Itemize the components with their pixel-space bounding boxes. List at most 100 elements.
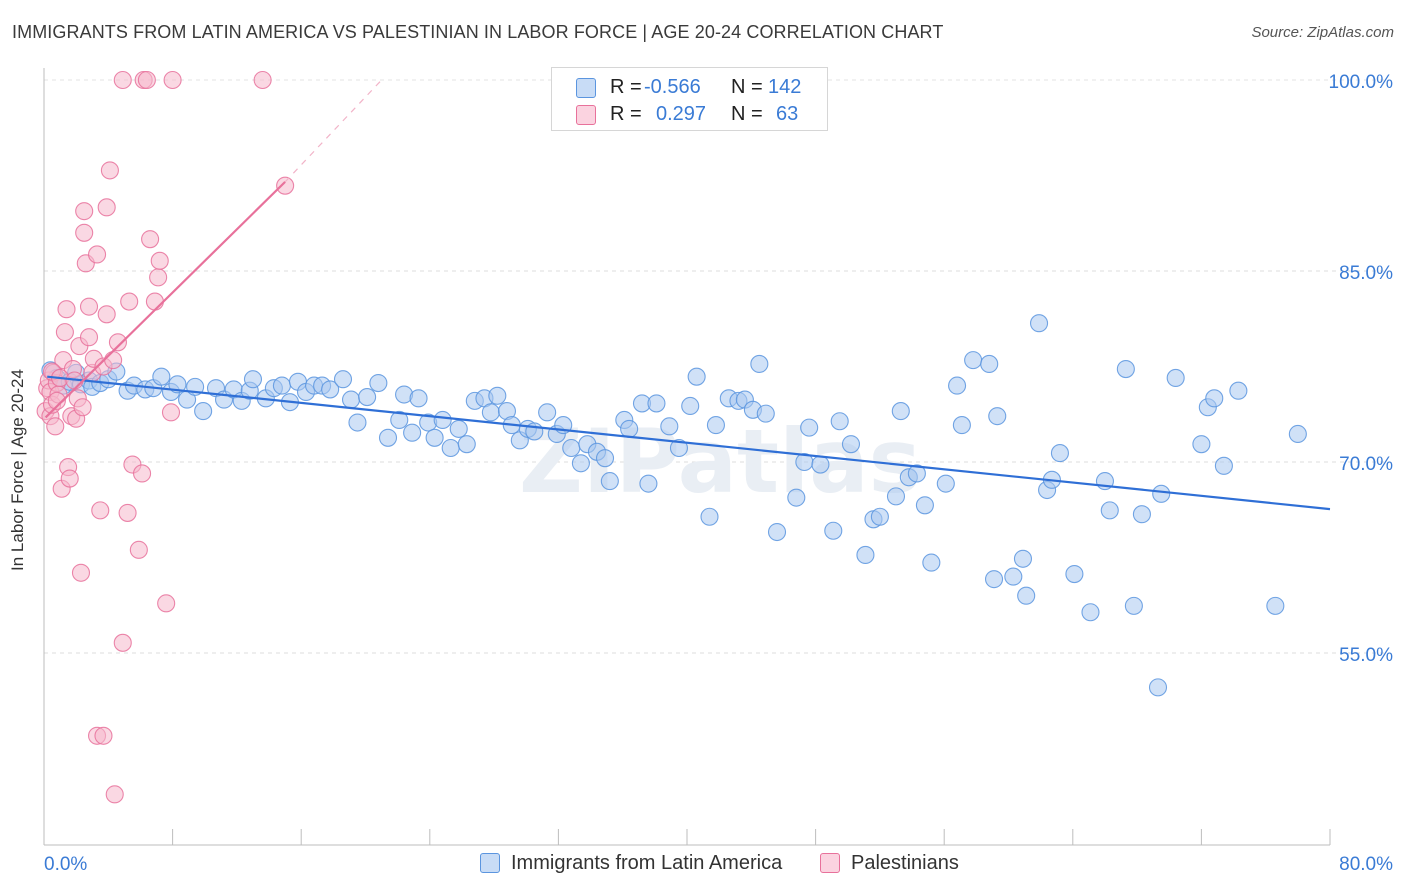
palestinian-point (163, 70, 182, 90)
r-value: -0.566 (644, 76, 701, 98)
latin-america-point (538, 403, 557, 422)
latin-america-point (378, 428, 398, 447)
latin-america-point (433, 410, 452, 430)
latin-america-point (457, 435, 476, 454)
legend-label: Immigrants from Latin America (511, 852, 783, 874)
palestinian-point (108, 333, 127, 352)
palestinian-point (97, 198, 116, 217)
latin-america-point (1229, 381, 1248, 400)
n-value: 63 (776, 103, 799, 125)
source-credit: Source: ZipAtlas.com (1251, 24, 1394, 41)
latin-america-point (1152, 484, 1171, 503)
palestinian-point (94, 726, 113, 745)
palestinian-point (157, 594, 176, 613)
latin-america-point (1148, 678, 1168, 697)
palestinian-point (91, 501, 110, 520)
latin-america-point (1192, 435, 1211, 454)
latin-america-point (1266, 596, 1285, 615)
palestinians-swatch (576, 105, 596, 125)
palestinian-point (79, 328, 99, 347)
y-axis-label: In Labor Force | Age 20-24 (8, 369, 27, 571)
latin-america-point (369, 374, 388, 393)
latin-america-trendline (47, 375, 1331, 511)
n-label: N = (731, 103, 763, 125)
latin-america-point (1288, 424, 1307, 444)
latin-america-point (984, 570, 1004, 589)
y-tick-label: 100.0% (1329, 72, 1394, 93)
latin-america-point (647, 394, 666, 413)
r-label: R = (610, 76, 642, 98)
latin-america-point (425, 428, 444, 447)
palestinian-point (73, 398, 92, 417)
y-tick-label: 85.0% (1339, 263, 1393, 284)
latin-america-point (856, 545, 875, 565)
latin-america-point (403, 423, 422, 442)
latin-america-point (952, 416, 971, 435)
palestinians-swatch (820, 853, 840, 873)
latin-america-point (409, 389, 428, 408)
x-tick-label: 0.0% (44, 854, 87, 875)
r-value: 0.297 (656, 103, 707, 125)
latin-america-point (907, 464, 926, 483)
latin-america-point (824, 521, 843, 540)
palestinian-point (100, 161, 119, 180)
latin-america-point (1013, 549, 1033, 568)
latin-america-point (348, 413, 367, 432)
latin-america-point (595, 449, 615, 468)
latin-america-point (750, 354, 769, 374)
latin-america-point (1116, 359, 1135, 379)
latin-america-point (1124, 596, 1143, 615)
latin-america-point (333, 370, 353, 389)
palestinian-point (120, 292, 139, 311)
palestinian-point (104, 351, 123, 370)
latin-america-point (1081, 603, 1100, 622)
palestinian-point (129, 540, 148, 559)
latin-america-point (787, 488, 806, 507)
latin-america-point (1050, 444, 1069, 463)
latin-america-swatch (480, 853, 500, 873)
latin-america-point (441, 438, 460, 458)
latin-america-point (1132, 505, 1151, 524)
latin-america-point (1029, 314, 1049, 333)
palestinian-point (253, 70, 272, 90)
palestinian-point (145, 292, 164, 311)
latin-america-point (341, 390, 361, 409)
latin-america-point (756, 404, 775, 423)
palestinian-point (55, 323, 74, 342)
palestinian-trendline (44, 181, 286, 419)
palestinian-point (161, 403, 181, 422)
latin-america-point (687, 367, 706, 386)
latin-america-point (800, 418, 819, 437)
stats-legend: R = -0.566 N = 142 R = 0.297 N = 63 (551, 67, 828, 131)
palestinian-point (150, 251, 169, 270)
palestinian-point (47, 391, 66, 410)
latin-america-point (243, 370, 263, 389)
latin-america-point (841, 435, 861, 454)
palestinian-trendline-extension (284, 79, 383, 183)
latin-america-point (272, 376, 291, 395)
latin-america-point (870, 507, 889, 526)
latin-america-point (481, 403, 500, 422)
latin-america-point (562, 438, 581, 458)
latin-america-point (1017, 586, 1036, 605)
latin-america-point (1065, 565, 1084, 584)
palestinian-point (75, 202, 94, 221)
palestinian-point (60, 469, 79, 488)
palestinian-point (113, 70, 132, 90)
latin-america-point (886, 487, 906, 506)
palestinian-point (57, 300, 76, 319)
n-value: 142 (768, 76, 802, 98)
latin-america-point (449, 419, 468, 438)
latin-america-point (620, 419, 639, 438)
latin-america-point (571, 454, 590, 473)
chart-title: IMMIGRANTS FROM LATIN AMERICA VS PALESTI… (12, 22, 944, 42)
latin-america-point (706, 416, 725, 435)
latin-america-point (390, 410, 409, 430)
palestinian-point (113, 633, 132, 652)
latin-america-point (891, 402, 910, 421)
palestinian-point (46, 417, 65, 436)
x-tick-label: 80.0% (1339, 854, 1393, 875)
latin-america-point (767, 522, 787, 542)
latin-america-point (681, 396, 700, 416)
